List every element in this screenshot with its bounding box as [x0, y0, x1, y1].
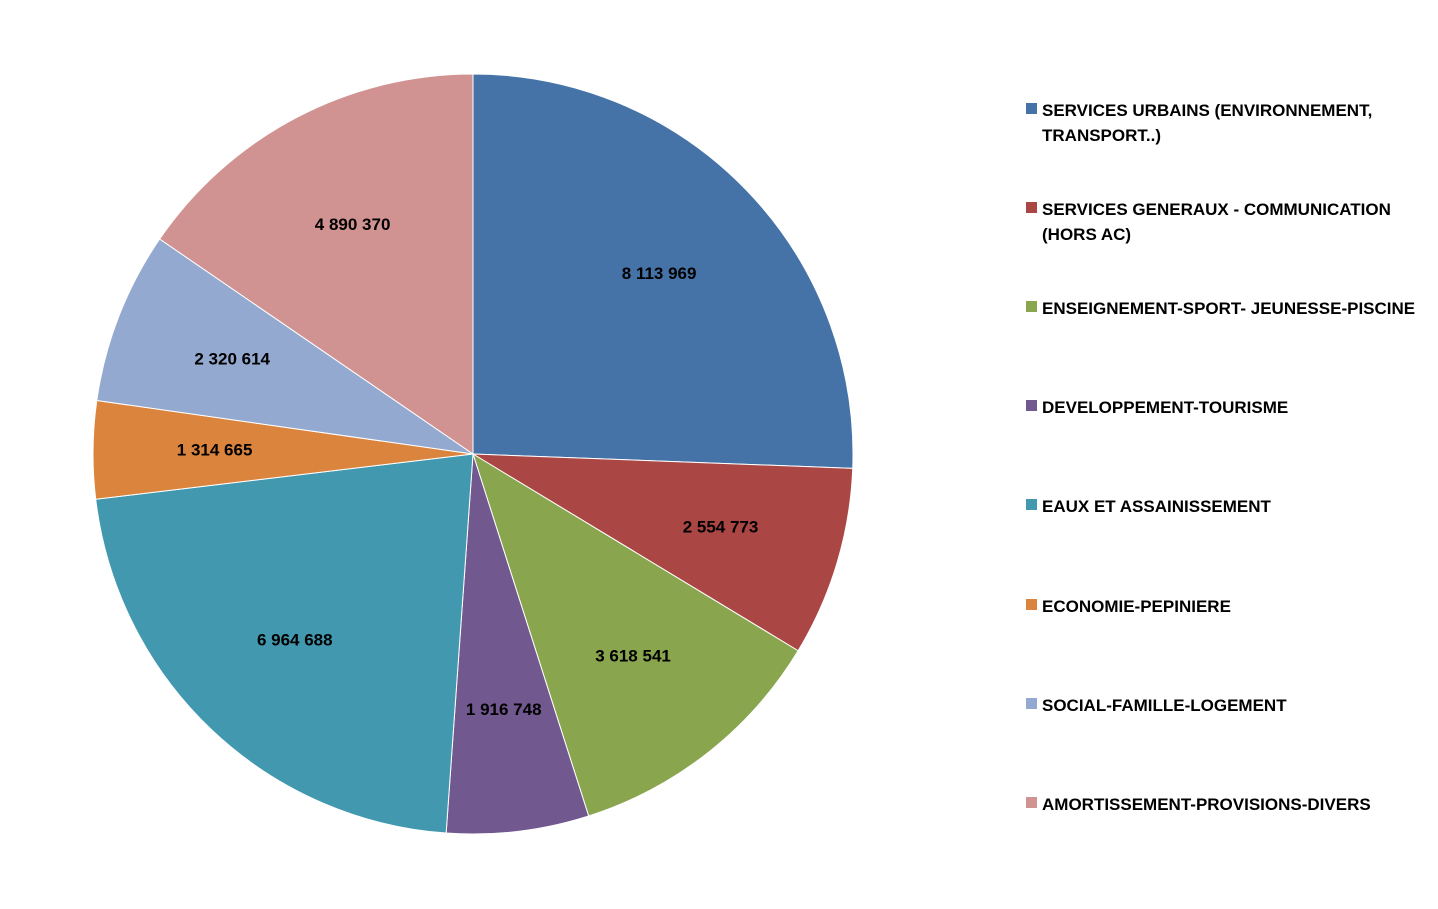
pie-slice — [445, 453, 590, 835]
legend-label: ENSEIGNEMENT-SPORT- JEUNESSE-PISCINE — [1042, 299, 1416, 318]
slice-data-label: 1 314 665 — [177, 441, 253, 460]
legend-item: EAUX ET ASSAINISSEMENT — [1026, 494, 1426, 519]
legend-swatch — [1026, 301, 1037, 312]
pie-slice — [96, 238, 474, 455]
slice-data-label: 6 964 688 — [257, 631, 333, 650]
slice-data-label: 2 554 773 — [683, 518, 759, 537]
legend-swatch — [1026, 698, 1037, 709]
legend-item: ENSEIGNEMENT-SPORT- JEUNESSE-PISCINE — [1026, 296, 1426, 321]
pie-slice — [472, 452, 799, 817]
legend-swatch — [1026, 499, 1037, 510]
slice-data-label: 4 890 370 — [315, 215, 391, 234]
legend-item: AMORTISSEMENT-PROVISIONS-DIVERS — [1026, 792, 1426, 817]
legend-label: EAUX ET ASSAINISSEMENT — [1042, 497, 1271, 516]
pie-slice — [158, 73, 474, 455]
legend-item: ECONOMIE-PEPINIERE — [1026, 594, 1426, 619]
legend-swatch — [1026, 400, 1037, 411]
legend-label: SERVICES GENERAUX - COMMUNICATION (HORS … — [1042, 200, 1391, 244]
legend-label: DEVELOPPEMENT-TOURISME — [1042, 398, 1289, 417]
legend-label: SERVICES URBAINS (ENVIRONNEMENT, TRANSPO… — [1042, 101, 1373, 145]
legend-label: AMORTISSEMENT-PROVISIONS-DIVERS — [1042, 795, 1371, 814]
pie-chart-plot: 8 113 969 2 554 773 3 618 541 1 916 748 6 96… — [92, 73, 854, 835]
legend-item: SERVICES URBAINS (ENVIRONNEMENT, TRANSPO… — [1026, 98, 1426, 148]
slice-data-label: 8 113 969 — [622, 264, 697, 283]
pie-slice — [471, 453, 854, 652]
legend-label: ECONOMIE-PEPINIERE — [1042, 597, 1231, 616]
pie-slice — [95, 453, 474, 834]
pie-slice — [472, 73, 854, 469]
legend-swatch — [1026, 797, 1037, 808]
legend-item: SOCIAL-FAMILLE-LOGEMENT — [1026, 693, 1426, 718]
slice-data-label: 3 618 541 — [595, 646, 671, 665]
legend-label: SOCIAL-FAMILLE-LOGEMENT — [1042, 696, 1287, 715]
legend-item: SERVICES GENERAUX - COMMUNICATION (HORS … — [1026, 197, 1426, 247]
legend-swatch — [1026, 599, 1037, 610]
legend-item: DEVELOPPEMENT-TOURISME — [1026, 395, 1426, 420]
legend-swatch — [1026, 103, 1037, 114]
legend-swatch — [1026, 202, 1037, 213]
slice-data-label: 1 916 748 — [466, 700, 542, 719]
slice-data-label: 2 320 614 — [194, 350, 270, 369]
